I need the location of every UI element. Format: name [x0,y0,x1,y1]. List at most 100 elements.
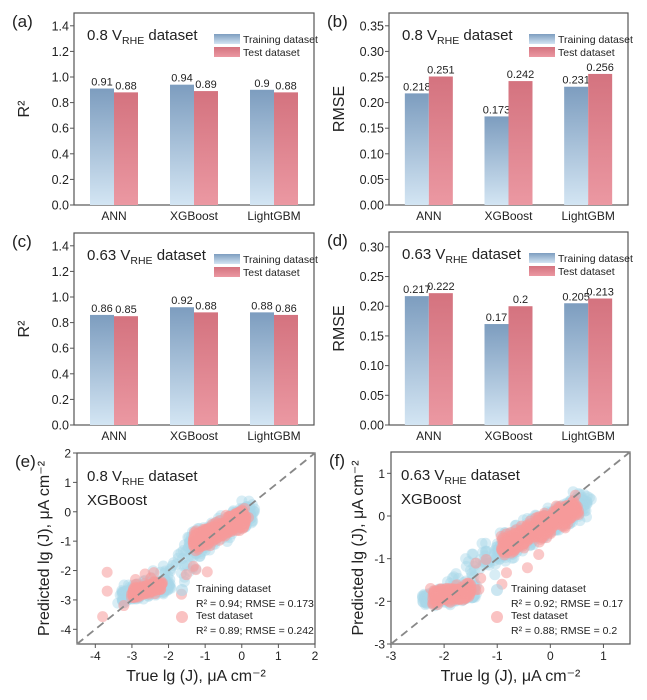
y-tick-label: 0.00 [360,419,384,433]
bar-value-label: 0.92 [171,295,192,307]
point-test [473,583,485,595]
bar-value-label: 0.88 [251,300,272,312]
point-test [443,595,455,607]
y-tick-label: 0.2 [52,173,69,187]
point-training [583,492,595,504]
point-test [436,585,448,597]
point-training [581,498,593,510]
point-test [495,530,507,542]
x-tick-label: 1 [600,649,607,663]
legend-label-test: Test dataset [243,47,300,59]
y-axis-label: RMSE [331,86,348,132]
title-main: 0.63 V [402,246,445,263]
y-tick-label: 0.2 [52,393,69,407]
title-subscript: RHE [437,35,459,47]
title-main: 0.8 V [402,27,437,44]
y-tick-label: -3 [60,593,71,607]
y-tick-label: 0.05 [360,173,384,187]
panel-label: (a) [12,12,33,31]
title-main: 0.8 V [87,468,122,485]
x-tick-label: XGBoost [170,209,219,223]
y-axis-label: Predicted lg (J), μA cm⁻² [350,460,367,636]
point-training [157,560,169,572]
y-tick-label: 1.0 [52,71,69,85]
bar-value-label: 0.88 [275,80,296,92]
y-tick-label: 0.20 [360,300,384,314]
legend-label-test: Test dataset [243,267,300,279]
bar-training [404,93,429,205]
point-training [467,548,479,560]
point-training [460,553,472,565]
x-tick-label: ANN [416,209,441,223]
x-tick-label: LightGBM [247,429,300,443]
bar-training [250,312,274,425]
title-subscript: RHE [444,475,466,487]
y-tick-label: 0.15 [360,122,384,136]
point-training [581,496,593,508]
x-tick-label: 0 [238,649,245,663]
y-tick-label: 0.0 [52,419,69,433]
title-subscript: RHE [122,476,144,488]
y-tick-label: 1.4 [52,239,69,253]
point-training [117,587,129,599]
point-test [239,511,251,523]
x-tick-label: -2 [439,649,450,663]
point-training [116,585,128,597]
panel-label: (c) [12,232,32,251]
x-tick-label: XGBoost [484,209,533,223]
legend-label-training: Training dataset [243,254,318,266]
x-tick-label: -2 [163,649,174,663]
title-subscript: RHE [445,254,467,266]
x-tick-label: -3 [386,649,397,663]
point-training [476,537,488,549]
diagonal-line [76,452,316,645]
bar-value-label: 0.91 [91,77,112,89]
legend-marker-test [176,611,188,623]
point-test [220,523,232,535]
point-training [116,586,128,598]
point-training [480,537,492,549]
model-label: XGBoost [87,492,148,509]
panel-label: (d) [327,231,348,250]
point-training [578,488,590,500]
point-training [466,548,478,560]
point-test [510,532,522,544]
bar-training [250,89,274,205]
legend-label-training: Training dataset [558,253,633,265]
y-tick-label: 2 [64,447,71,461]
x-tick-label: ANN [101,209,126,223]
x-tick-label: LightGBM [247,209,300,223]
point-test [573,509,585,521]
chart-panel-f: (f) -3 -2 -1 0 1 -3 -2 -1 0 1 True lg (J), μA cm⁻² P… [329,451,631,685]
point-training [117,587,129,599]
y-tick-label: 1.2 [52,45,69,59]
panel-title: 0.63 VRHE dataset [401,467,521,487]
point-test [97,611,109,623]
point-test [533,549,545,561]
bar-test [508,306,533,425]
title-main: 0.8 V [87,27,122,44]
point-test [516,520,528,532]
bar-value-label: 0.231 [562,75,590,87]
plot-frame [390,451,631,645]
legend-stats-training: R² = 0.94; RMSE = 0.173 [196,598,314,610]
bar-value-label: 0.88 [195,300,216,312]
point-training [175,547,187,559]
bar-value-label: 0.88 [115,80,136,92]
legend-swatch-test [529,266,555,276]
y-tick-label: 0.10 [360,359,384,373]
point-test [101,566,113,578]
bar-value-label: 0.86 [91,303,112,315]
point-training [417,596,429,608]
x-tick-label: XGBoost [484,429,533,443]
bar-test [114,316,138,425]
title-rest: dataset [153,247,207,264]
bar-training [564,303,589,425]
legend-swatch-test [214,267,240,277]
y-tick-label: 0.4 [52,367,69,381]
bar-value-label: 0.205 [562,291,590,303]
point-test [187,560,199,572]
bar-value-label: 0.17 [486,312,507,324]
y-axis-label: Predicted lg (J), μA cm⁻² [36,460,53,636]
